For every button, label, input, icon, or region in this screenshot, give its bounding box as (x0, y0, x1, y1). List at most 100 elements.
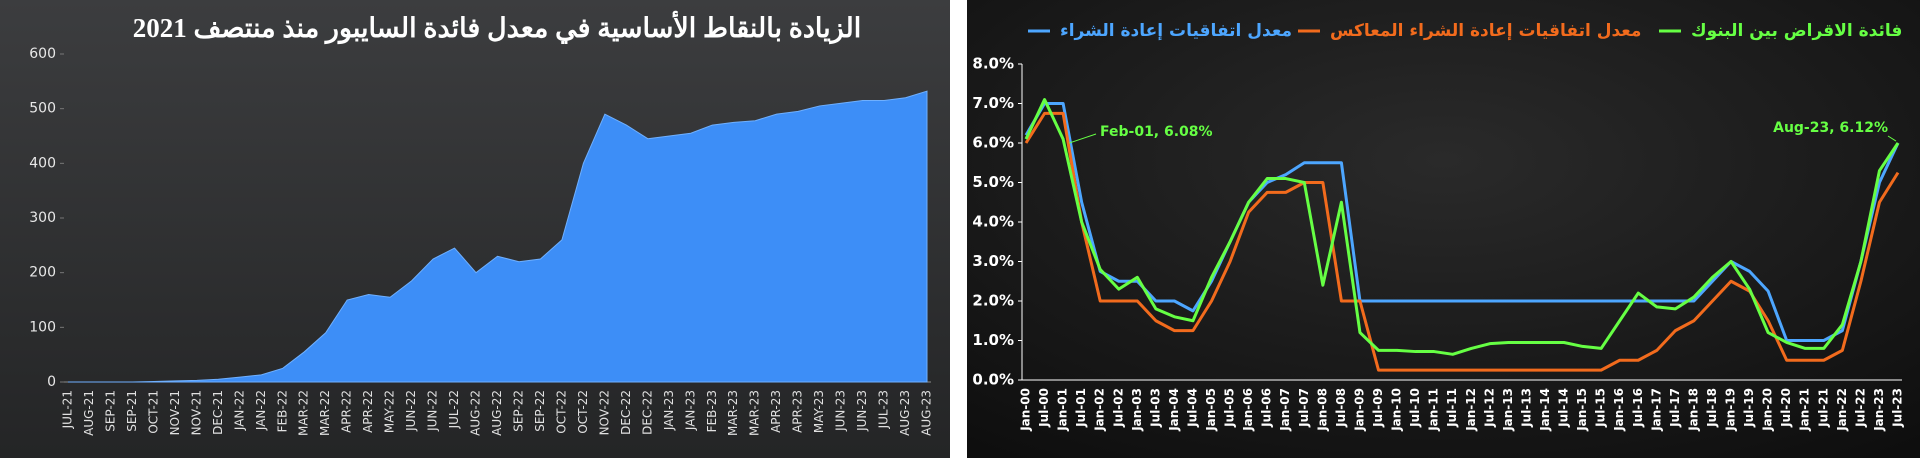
x-tick-label: FEB-23 (705, 390, 719, 432)
annotation-leader (1068, 133, 1097, 144)
y-tick-label: 0.0% (972, 371, 1014, 389)
annotation: Feb-01, 6.08% (1100, 124, 1213, 140)
x-tick-label: SEP-22 (511, 390, 525, 432)
x-tick-label: Jul-08 (1334, 388, 1348, 428)
x-tick-label: Jul-23 (1891, 388, 1905, 428)
x-tick-label: APR-22 (340, 390, 354, 433)
x-tick-label: Jan-10 (1390, 388, 1404, 432)
y-tick-label: 2.0% (972, 292, 1014, 310)
x-tick-label: Jan-08 (1315, 388, 1329, 432)
x-tick-label: MAR-22 (318, 390, 332, 436)
y-tick-label: 5.0% (972, 173, 1014, 191)
x-tick-label: DEC-22 (619, 390, 633, 435)
x-tick-label: Jan-00 (1019, 388, 1033, 432)
x-tick-label: Jan-16 (1612, 388, 1626, 432)
chart-title: الزيادة بالنقاط الأساسية في معدل فائدة ا… (133, 11, 862, 45)
x-tick-label: JUN-23 (834, 390, 848, 432)
x-tick-label: MAR-23 (726, 390, 740, 436)
y-tick-label: 3.0% (972, 252, 1014, 270)
y-tick-label: 1.0% (972, 331, 1014, 349)
x-tick-label: Jul-01 (1074, 388, 1088, 428)
x-tick-label: Jan-22 (1835, 388, 1849, 432)
area (68, 90, 928, 383)
series-line (1024, 98, 1900, 356)
x-tick-label: JUN-22 (426, 390, 440, 432)
x-tick-label: Jul-03 (1148, 388, 1162, 428)
x-tick-label: JUL-23 (877, 390, 891, 429)
y-tick-label: 4.0% (972, 213, 1014, 231)
x-tick-label: Jul-17 (1668, 388, 1682, 428)
y-tick-label: 200 (29, 265, 56, 281)
x-tick-label: SEP-21 (103, 390, 117, 432)
y-tick-label: 400 (29, 155, 56, 171)
x-tick-label: JUN-22 (404, 390, 418, 432)
y-tick-label: 7.0% (972, 94, 1014, 112)
x-tick-label: FEB-22 (275, 390, 289, 432)
x-tick-label: AUG-22 (469, 390, 483, 436)
x-tick-label: DEC-22 (640, 390, 654, 435)
x-tick-label: Jan-17 (1649, 388, 1663, 432)
x-tick-label: AUG-21 (82, 390, 96, 436)
y-tick-label: 100 (29, 319, 56, 335)
x-tick-label: Jul-13 (1519, 388, 1533, 428)
x-tick-label: Jan-05 (1204, 388, 1218, 432)
x-tick-label: Jul-04 (1185, 388, 1199, 428)
x-tick-label: JAN-23 (683, 390, 697, 431)
x-tick-label: APR-23 (769, 390, 783, 433)
x-tick-label: OCT-21 (146, 390, 160, 434)
x-tick-label: Jul-15 (1594, 388, 1608, 428)
x-tick-label: NOV-21 (189, 390, 203, 435)
x-tick-label: NOV-22 (597, 390, 611, 435)
x-tick-label: APR-22 (361, 390, 375, 433)
x-tick-label: AUG-22 (490, 390, 504, 436)
x-tick-label: Jan-20 (1761, 388, 1775, 432)
right-panel (967, 0, 1920, 458)
x-tick-label: JAN-22 (232, 390, 246, 431)
x-tick-label: APR-23 (791, 390, 805, 433)
x-tick-label: Jul-00 (1037, 388, 1051, 428)
x-tick-label: Jan-23 (1872, 388, 1886, 432)
x-tick-label: Jul-09 (1371, 388, 1385, 428)
x-tick-label: Jan-09 (1352, 388, 1366, 432)
x-tick-label: Jan-06 (1241, 388, 1255, 432)
y-tick-label: 500 (29, 101, 56, 117)
x-tick-label: Jan-07 (1278, 388, 1292, 432)
x-tick-label: Jul-22 (1853, 388, 1867, 428)
y-tick-label: 600 (29, 46, 56, 62)
x-tick-label: Jan-21 (1798, 388, 1812, 432)
x-tick-label: JAN-23 (662, 390, 676, 431)
x-tick-label: Jan-18 (1686, 388, 1700, 432)
x-tick-label: Jul-21 (1816, 388, 1830, 428)
annotation: Aug-23, 6.12% (1773, 120, 1888, 136)
x-tick-label: Jan-02 (1093, 388, 1107, 432)
x-tick-label: Jul-07 (1297, 388, 1311, 428)
x-tick-label: Jan-14 (1538, 388, 1552, 432)
x-tick-label: Jul-14 (1557, 388, 1571, 428)
x-tick-label: SEP-21 (125, 390, 139, 432)
x-tick-label: Jul-02 (1111, 388, 1125, 428)
x-tick-label: Jan-11 (1427, 388, 1441, 432)
legend-label: معدل اتفاقيات إعادة الشراء المعاكس (1330, 21, 1641, 41)
x-tick-label: Jan-19 (1724, 388, 1738, 432)
x-tick-label: SEP-22 (533, 390, 547, 432)
x-tick-label: OCT-22 (554, 390, 568, 434)
annotation-leader (1887, 135, 1897, 142)
y-tick-label: 6.0% (972, 134, 1014, 152)
x-tick-label: JUN-23 (855, 390, 869, 432)
x-tick-label: Jul-19 (1742, 388, 1756, 428)
x-tick-label: NOV-21 (168, 390, 182, 435)
x-tick-label: Jan-04 (1167, 388, 1181, 432)
x-tick-label: Jul-16 (1631, 388, 1645, 428)
y-tick-label: 0 (47, 374, 56, 390)
x-tick-label: MAR-23 (748, 390, 762, 436)
legend-label: فائدة الاقراض بين البنوك (1691, 21, 1902, 41)
x-tick-label: Jul-05 (1223, 388, 1237, 428)
x-tick-label: MAR-22 (297, 390, 311, 436)
x-tick-label: Jan-01 (1056, 388, 1070, 432)
y-tick-label: 300 (29, 210, 56, 226)
x-tick-label: JUL-22 (447, 390, 461, 429)
x-tick-label: Jul-11 (1445, 388, 1459, 428)
y-tick-label: 8.0% (972, 55, 1014, 73)
x-tick-label: Jan-03 (1130, 388, 1144, 432)
